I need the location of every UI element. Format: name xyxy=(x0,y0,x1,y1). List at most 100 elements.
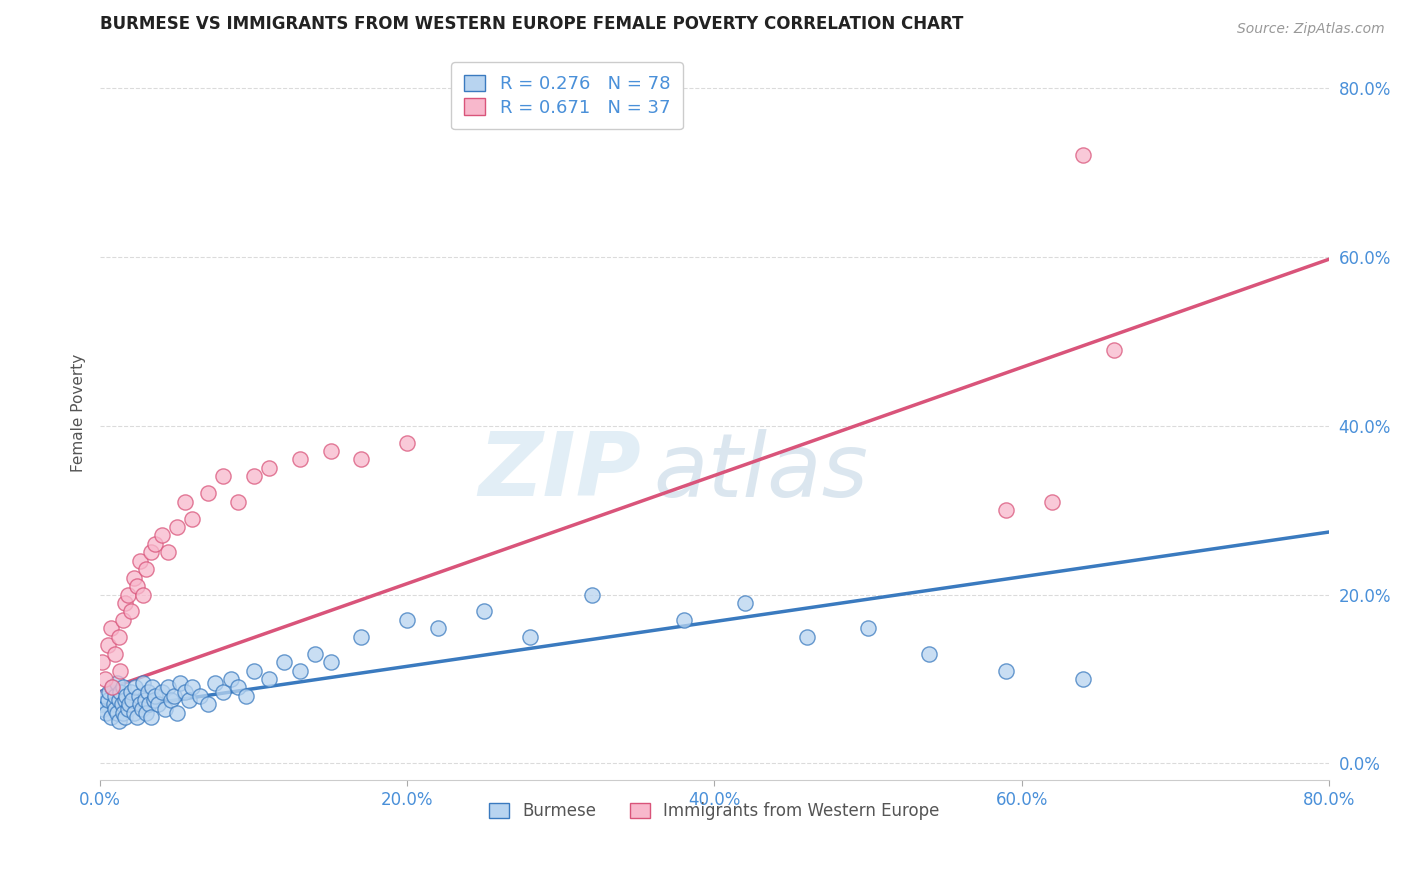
Point xyxy=(125,579,148,593)
Point xyxy=(115,689,138,703)
Point xyxy=(156,545,179,559)
Point xyxy=(93,689,115,703)
Point xyxy=(135,706,157,720)
Point xyxy=(918,647,941,661)
Point xyxy=(134,693,156,707)
Point xyxy=(159,693,181,707)
Point xyxy=(519,630,541,644)
Point xyxy=(96,706,118,720)
Point xyxy=(117,701,139,715)
Point xyxy=(138,698,160,712)
Point xyxy=(122,706,145,720)
Point xyxy=(734,596,756,610)
Point xyxy=(212,469,235,483)
Point xyxy=(179,693,201,707)
Point xyxy=(107,693,129,707)
Point xyxy=(257,461,280,475)
Point xyxy=(396,613,419,627)
Point xyxy=(112,613,135,627)
Point xyxy=(472,604,495,618)
Point xyxy=(90,698,112,712)
Point xyxy=(132,588,155,602)
Point xyxy=(197,698,219,712)
Point xyxy=(163,689,186,703)
Point xyxy=(98,684,121,698)
Point xyxy=(117,588,139,602)
Point xyxy=(105,676,128,690)
Point xyxy=(120,604,142,618)
Point xyxy=(148,698,170,712)
Point xyxy=(235,689,257,703)
Point xyxy=(108,684,131,698)
Point xyxy=(228,681,250,695)
Point xyxy=(288,452,311,467)
Point xyxy=(1071,672,1094,686)
Point xyxy=(128,689,150,703)
Point xyxy=(1040,494,1063,508)
Point xyxy=(156,681,179,695)
Point xyxy=(139,545,162,559)
Point xyxy=(101,681,124,695)
Point xyxy=(145,689,167,703)
Point xyxy=(212,684,235,698)
Point xyxy=(188,689,211,703)
Point xyxy=(150,684,173,698)
Text: BURMESE VS IMMIGRANTS FROM WESTERN EUROPE FEMALE POVERTY CORRELATION CHART: BURMESE VS IMMIGRANTS FROM WESTERN EUROP… xyxy=(100,15,963,33)
Point xyxy=(108,664,131,678)
Point xyxy=(350,630,373,644)
Point xyxy=(104,701,127,715)
Point xyxy=(219,672,242,686)
Point xyxy=(242,469,264,483)
Point xyxy=(112,681,135,695)
Point xyxy=(288,664,311,678)
Point xyxy=(114,596,136,610)
Point xyxy=(135,562,157,576)
Point xyxy=(111,698,134,712)
Text: ZIP: ZIP xyxy=(478,428,641,516)
Point xyxy=(100,621,122,635)
Point xyxy=(142,693,165,707)
Point xyxy=(197,486,219,500)
Point xyxy=(136,684,159,698)
Point xyxy=(112,706,135,720)
Point xyxy=(396,435,419,450)
Point xyxy=(105,706,128,720)
Point xyxy=(132,676,155,690)
Point xyxy=(100,710,122,724)
Point xyxy=(104,689,127,703)
Text: atlas: atlas xyxy=(652,429,868,515)
Point xyxy=(181,681,204,695)
Point xyxy=(120,684,142,698)
Point xyxy=(273,655,295,669)
Point xyxy=(166,706,188,720)
Point xyxy=(166,520,188,534)
Point xyxy=(118,698,141,712)
Point xyxy=(129,698,152,712)
Point xyxy=(672,613,695,627)
Point xyxy=(995,664,1018,678)
Point xyxy=(131,701,153,715)
Point xyxy=(97,693,120,707)
Point xyxy=(242,664,264,678)
Point xyxy=(204,676,226,690)
Point xyxy=(114,710,136,724)
Point xyxy=(104,647,127,661)
Point xyxy=(114,693,136,707)
Point xyxy=(103,698,125,712)
Point xyxy=(350,452,373,467)
Point xyxy=(139,710,162,724)
Point xyxy=(122,571,145,585)
Point xyxy=(145,537,167,551)
Point xyxy=(150,528,173,542)
Point xyxy=(153,701,176,715)
Point xyxy=(129,554,152,568)
Point xyxy=(1071,148,1094,162)
Point xyxy=(107,714,129,729)
Point xyxy=(319,655,342,669)
Text: Source: ZipAtlas.com: Source: ZipAtlas.com xyxy=(1237,22,1385,37)
Point xyxy=(304,647,326,661)
Y-axis label: Female Poverty: Female Poverty xyxy=(72,354,86,472)
Point xyxy=(796,630,818,644)
Point xyxy=(995,503,1018,517)
Point xyxy=(125,710,148,724)
